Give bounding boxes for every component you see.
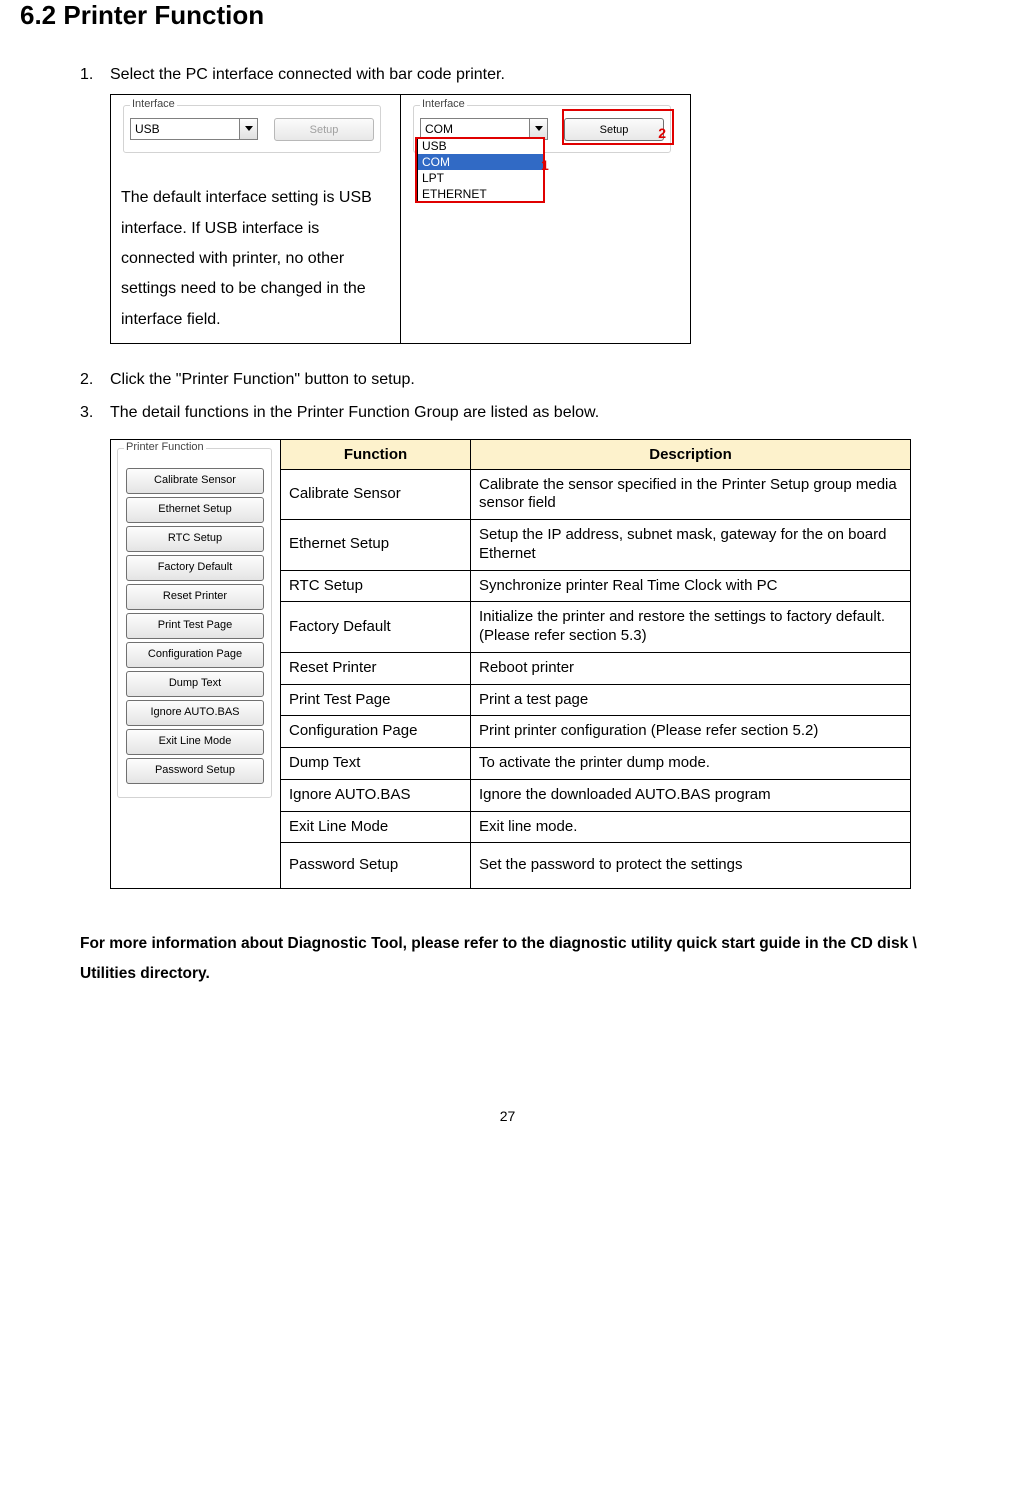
default-interface-note: The default interface setting is USB int…: [121, 183, 390, 335]
step-3-number: 3.: [80, 399, 110, 426]
desc-cell: To activate the printer dump mode.: [471, 748, 911, 780]
section-title: 6.2 Printer Function: [20, 0, 995, 31]
table-header-description: Description: [471, 439, 911, 469]
setup-button-disabled: Setup: [274, 118, 374, 141]
setup-button[interactable]: Setup: [564, 118, 664, 141]
dropdown-option-usb[interactable]: USB: [418, 138, 544, 154]
desc-cell: Synchronize printer Real Time Clock with…: [471, 570, 911, 602]
rtc-setup-button[interactable]: RTC Setup: [126, 526, 264, 552]
step-1-number: 1.: [80, 61, 110, 88]
desc-cell: Setup the IP address, subnet mask, gatew…: [471, 520, 911, 571]
fn-cell: Exit Line Mode: [281, 811, 471, 843]
interface-select-usb[interactable]: USB: [130, 118, 258, 140]
factory-default-button[interactable]: Factory Default: [126, 555, 264, 581]
fn-cell: Dump Text: [281, 748, 471, 780]
print-test-page-button[interactable]: Print Test Page: [126, 613, 264, 639]
password-setup-button[interactable]: Password Setup: [126, 758, 264, 784]
desc-cell: Reboot printer: [471, 652, 911, 684]
step-2-text: Click the "Printer Function" button to s…: [110, 366, 955, 393]
fn-cell: Configuration Page: [281, 716, 471, 748]
desc-cell: Calibrate the sensor specified in the Pr…: [471, 469, 911, 520]
configuration-page-button[interactable]: Configuration Page: [126, 642, 264, 668]
interface-fieldset-legend: Interface: [420, 98, 467, 110]
dropdown-option-com[interactable]: COM: [418, 154, 544, 170]
chevron-down-icon[interactable]: [239, 119, 257, 139]
interface-comparison-table: Interface USB Setup The default interfac…: [110, 94, 691, 344]
interface-select-value: USB: [131, 122, 239, 136]
annotation-number-2: 2: [658, 125, 666, 141]
desc-cell: Initialize the printer and restore the s…: [471, 602, 911, 653]
desc-cell: Set the password to protect the settings: [471, 843, 911, 889]
dropdown-option-lpt[interactable]: LPT: [418, 170, 544, 186]
interface-fieldset-legend: Interface: [130, 98, 177, 110]
step-2-number: 2.: [80, 366, 110, 393]
interface-panel-usb: Interface USB Setup: [121, 103, 386, 163]
printer-function-fieldset: Printer Function Calibrate Sensor Ethern…: [117, 448, 272, 798]
page-number: 27: [20, 1108, 995, 1124]
footer-note: For more information about Diagnostic To…: [80, 929, 955, 988]
fn-cell: Factory Default: [281, 602, 471, 653]
printer-function-legend: Printer Function: [124, 441, 206, 455]
fn-cell: Ethernet Setup: [281, 520, 471, 571]
fn-cell: Print Test Page: [281, 684, 471, 716]
dump-text-button[interactable]: Dump Text: [126, 671, 264, 697]
calibrate-sensor-button[interactable]: Calibrate Sensor: [126, 468, 264, 494]
step-3-text: The detail functions in the Printer Func…: [110, 399, 955, 426]
desc-cell: Print printer configuration (Please refe…: [471, 716, 911, 748]
fn-cell: Password Setup: [281, 843, 471, 889]
fn-cell: RTC Setup: [281, 570, 471, 602]
desc-cell: Exit line mode.: [471, 811, 911, 843]
ignore-autobas-button[interactable]: Ignore AUTO.BAS: [126, 700, 264, 726]
interface-dropdown-list[interactable]: USB COM LPT ETHERNET: [417, 137, 545, 203]
table-header-function: Function: [281, 439, 471, 469]
desc-cell: Print a test page: [471, 684, 911, 716]
ethernet-setup-button[interactable]: Ethernet Setup: [126, 497, 264, 523]
step-1-text: Select the PC interface connected with b…: [110, 61, 955, 88]
desc-cell: Ignore the downloaded AUTO.BAS program: [471, 779, 911, 811]
fn-cell: Calibrate Sensor: [281, 469, 471, 520]
annotation-number-1: 1: [541, 157, 549, 173]
fn-cell: Ignore AUTO.BAS: [281, 779, 471, 811]
dropdown-option-ethernet[interactable]: ETHERNET: [418, 186, 544, 202]
fn-cell: Reset Printer: [281, 652, 471, 684]
interface-select-value: COM: [421, 122, 529, 136]
chevron-down-icon[interactable]: [529, 119, 547, 139]
exit-line-mode-button[interactable]: Exit Line Mode: [126, 729, 264, 755]
reset-printer-button[interactable]: Reset Printer: [126, 584, 264, 610]
interface-panel-com: Interface COM Setup USB COM LPT: [411, 103, 676, 213]
printer-function-table: Printer Function Calibrate Sensor Ethern…: [110, 439, 911, 890]
